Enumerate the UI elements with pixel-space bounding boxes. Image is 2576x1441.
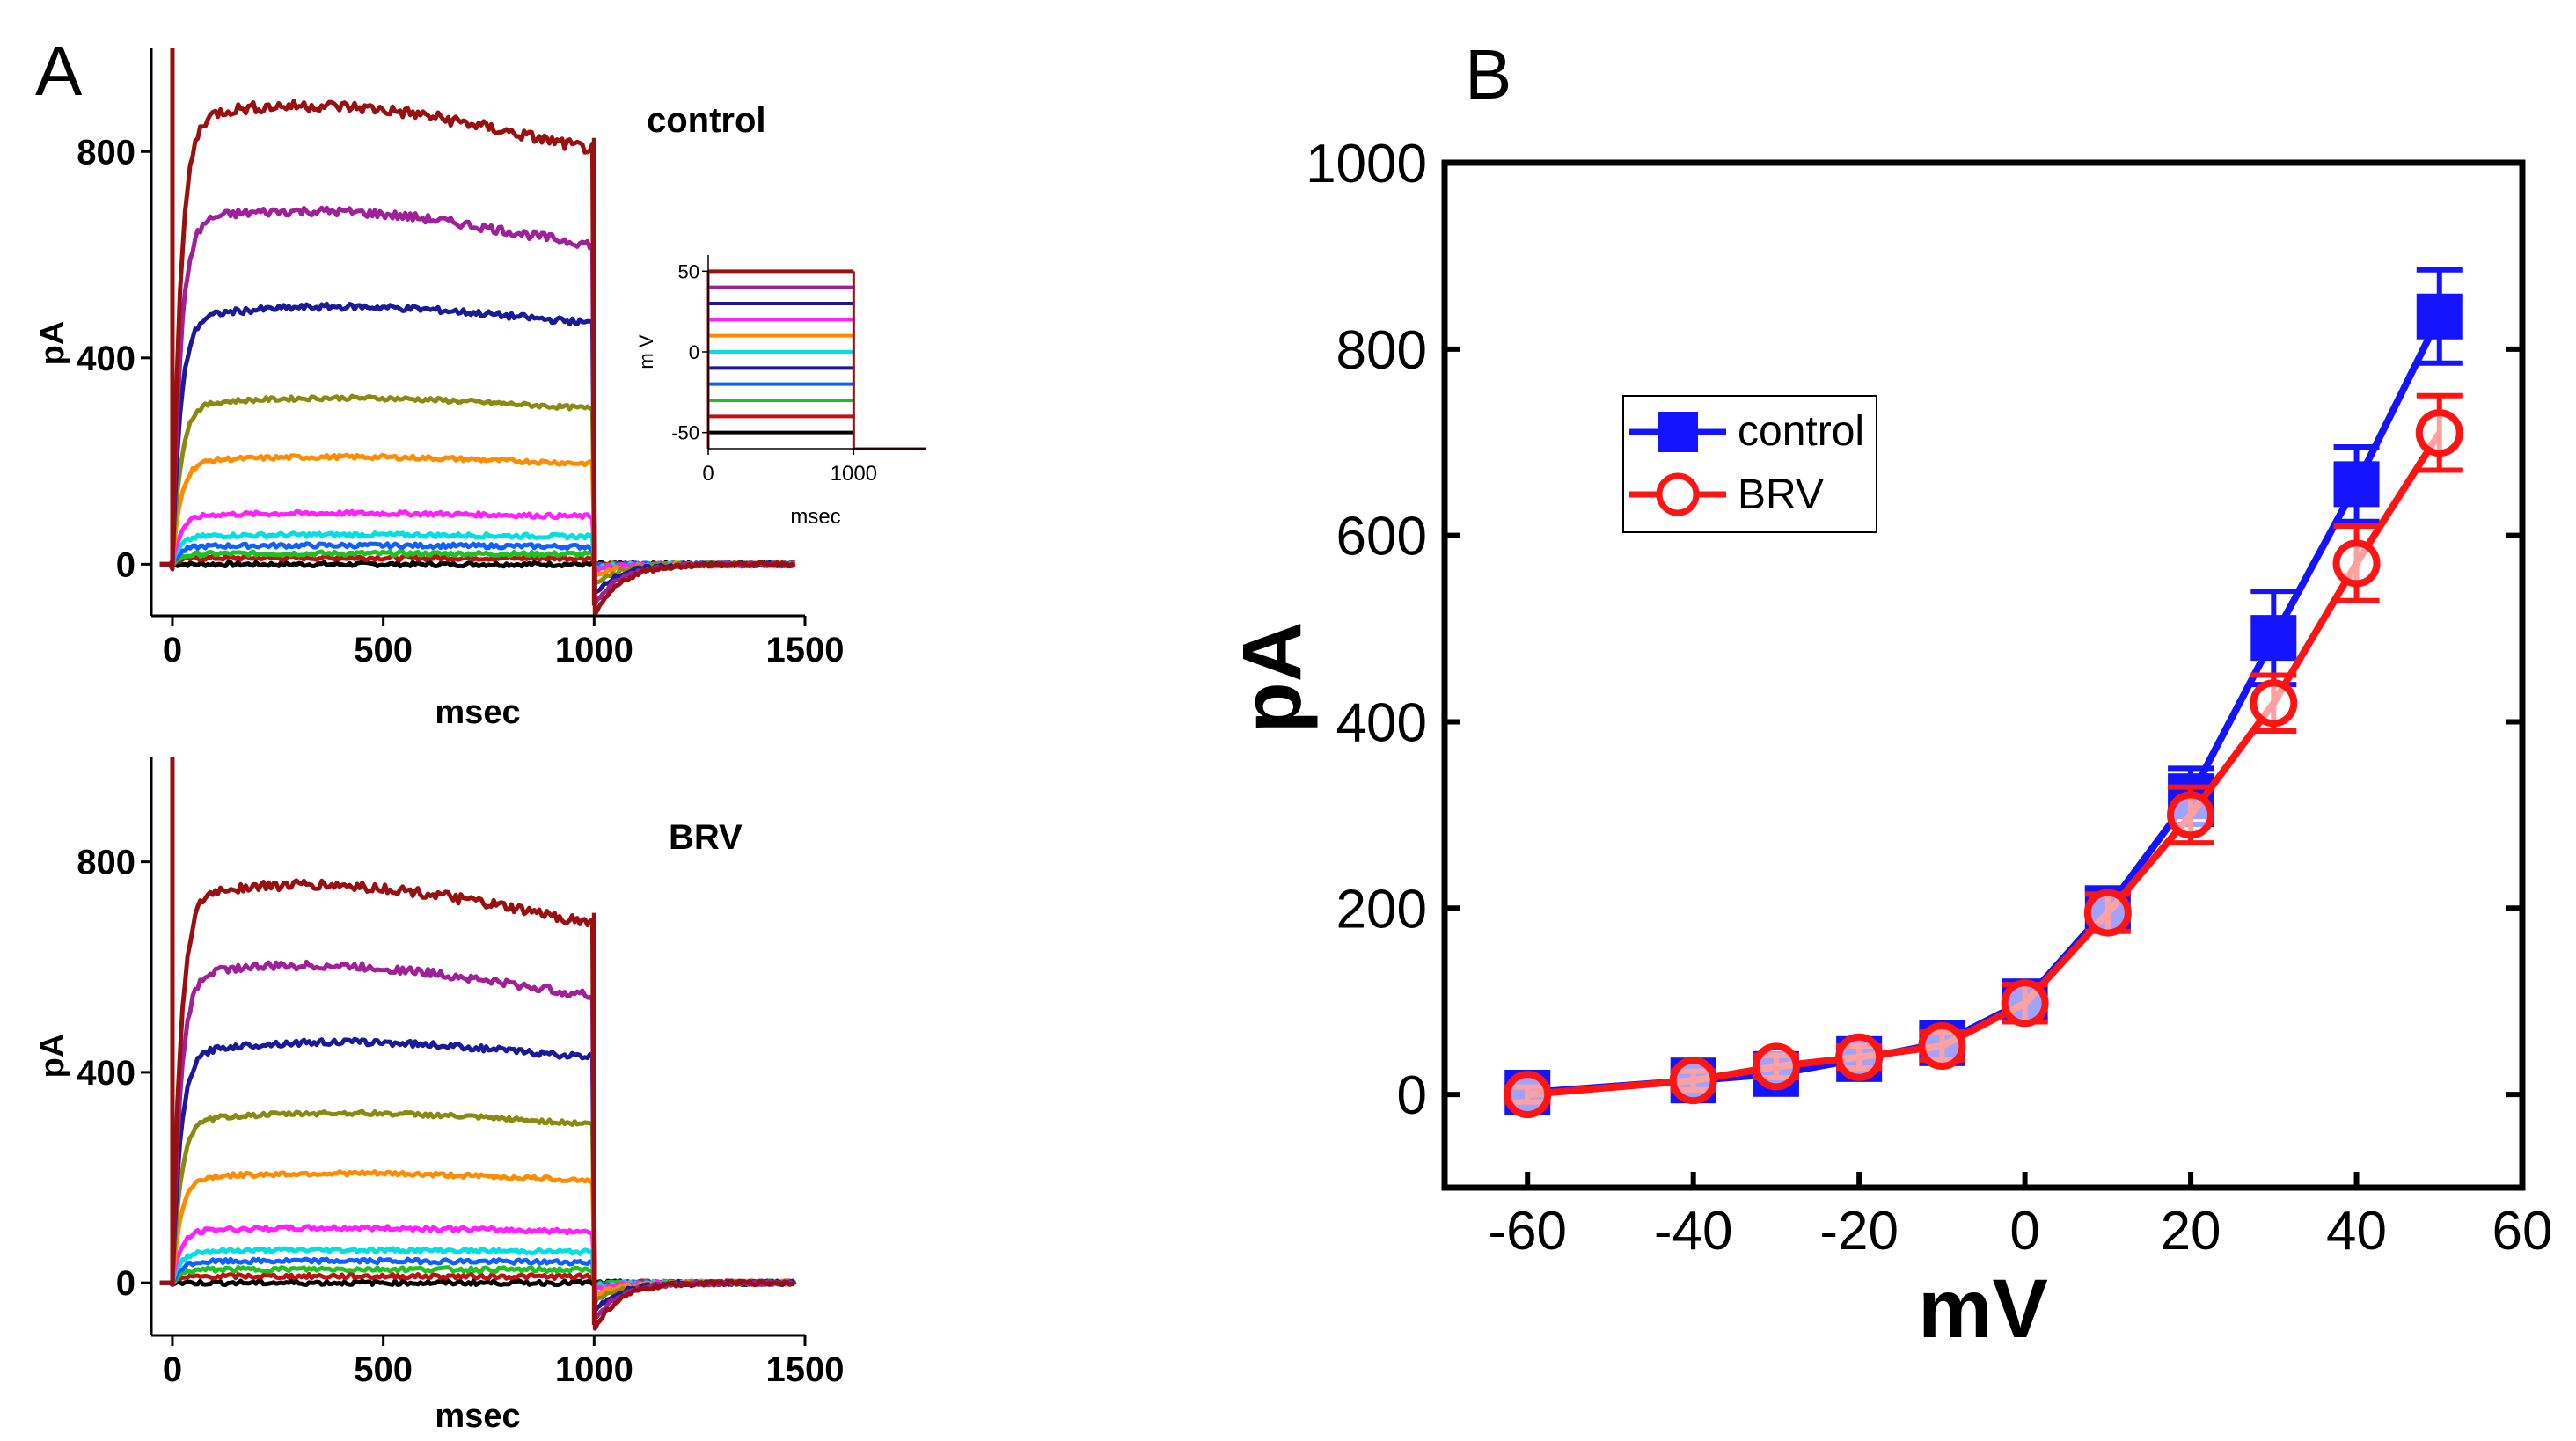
control-x-tick-label: 0	[163, 631, 182, 669]
iv-x-tick-label: -60	[1488, 1201, 1567, 1262]
brv-point	[2250, 679, 2298, 728]
brv-point	[1918, 1022, 1966, 1071]
brv-point	[2332, 539, 2381, 588]
iv-y-tick-label: 200	[1336, 879, 1427, 940]
brv-y-tick-label: 800	[77, 844, 135, 882]
brv-point	[1752, 1042, 1800, 1091]
brv-tick-group: 0 500 1000 1500 0 400 800	[77, 844, 844, 1389]
control-x-tick-label: 1000	[555, 631, 633, 669]
iv-x-tick-label: 0	[2009, 1201, 2039, 1262]
iv-y-tick-label: 1000	[1306, 134, 1427, 194]
brv-point	[2001, 979, 2049, 1028]
inset-y-label: m V	[635, 334, 657, 369]
brv-point	[1835, 1033, 1884, 1081]
iv-y-tick-label: 0	[1397, 1065, 1427, 1126]
brv-point	[2083, 889, 2132, 937]
brv-y-label: pA	[34, 1034, 71, 1079]
control-x-tick-label: 1500	[766, 631, 845, 669]
brv-point	[1669, 1057, 1717, 1105]
legend-control-marker	[1658, 412, 1698, 452]
iv-x-tick-label: -40	[1654, 1201, 1733, 1262]
control-y-tick-label: 400	[77, 340, 135, 378]
brv-axes: 0 500 1000 1500 0 400 800	[77, 757, 844, 1389]
brv-point	[1504, 1071, 1552, 1119]
legend-control-label: control	[1738, 408, 1864, 455]
chart-brv-traces: 0 500 1000 1500 0 400 800 BRV pA msec	[34, 757, 844, 1435]
iv-y-tick-label: 400	[1336, 692, 1427, 753]
brv-trace	[159, 1108, 796, 1306]
brv-y-tick-label: 400	[77, 1054, 135, 1093]
control-trace-group	[159, 48, 796, 617]
brv-x-tick-label: 500	[354, 1350, 413, 1389]
control-x-tick-label: 500	[354, 631, 413, 669]
control-y-tick-label: 800	[77, 133, 135, 172]
brv-x-tick-label: 0	[163, 1350, 182, 1389]
inset-y-tick-label: 0	[689, 341, 699, 363]
legend-brv-marker	[1656, 472, 1700, 516]
brv-trace-group	[159, 757, 797, 1331]
iv-x-tick-label: 60	[2492, 1201, 2553, 1262]
inset-x-tick-label: 1000	[831, 462, 877, 486]
legend-brv-label: BRV	[1738, 472, 1824, 518]
iv-y-label: pA	[1226, 622, 1319, 734]
brv-trace	[159, 878, 796, 1331]
iv-x-tick-label: 20	[2161, 1201, 2221, 1262]
panel-label-b: B	[1465, 35, 1511, 113]
control-trace-title: control	[647, 101, 766, 140]
iv-y-tick-label: 800	[1336, 320, 1427, 381]
control-trace	[159, 98, 795, 617]
control-point	[2416, 293, 2463, 340]
brv-trace	[159, 959, 796, 1320]
iv-series-group	[1504, 267, 2463, 1119]
inset-y-tick-label: -50	[671, 422, 699, 444]
control-point	[2333, 461, 2380, 508]
brv-point	[2415, 409, 2463, 457]
panel-label-a: A	[35, 32, 83, 110]
plot-frame	[1441, 159, 2526, 1191]
iv-x-tick-label: -20	[1819, 1201, 1899, 1262]
control-point	[2250, 615, 2297, 662]
iv-x-tick-label: 40	[2326, 1201, 2387, 1262]
brv-x-tick-label: 1000	[555, 1350, 633, 1389]
brv-trace-title: BRV	[669, 818, 743, 857]
voltage-step-group	[706, 269, 926, 450]
control-trace	[159, 301, 796, 595]
control-x-label: msec	[435, 694, 520, 731]
inset-x-label: msec	[790, 505, 840, 529]
control-y-label: pA	[34, 321, 71, 366]
brv-y-tick-label: 0	[116, 1264, 135, 1303]
control-y-tick-label: 0	[116, 545, 135, 584]
brv-point	[2167, 791, 2215, 839]
brv-x-tick-label: 1500	[766, 1350, 845, 1389]
brv-x-label: msec	[435, 1398, 520, 1435]
inset-x-tick-label: 0	[702, 462, 714, 486]
legend: control BRV	[1622, 395, 1877, 533]
iv-x-label: mV	[1918, 1262, 2048, 1356]
inset-y-tick-label: 50	[678, 260, 699, 282]
iv-y-tick-label: 600	[1336, 507, 1427, 567]
